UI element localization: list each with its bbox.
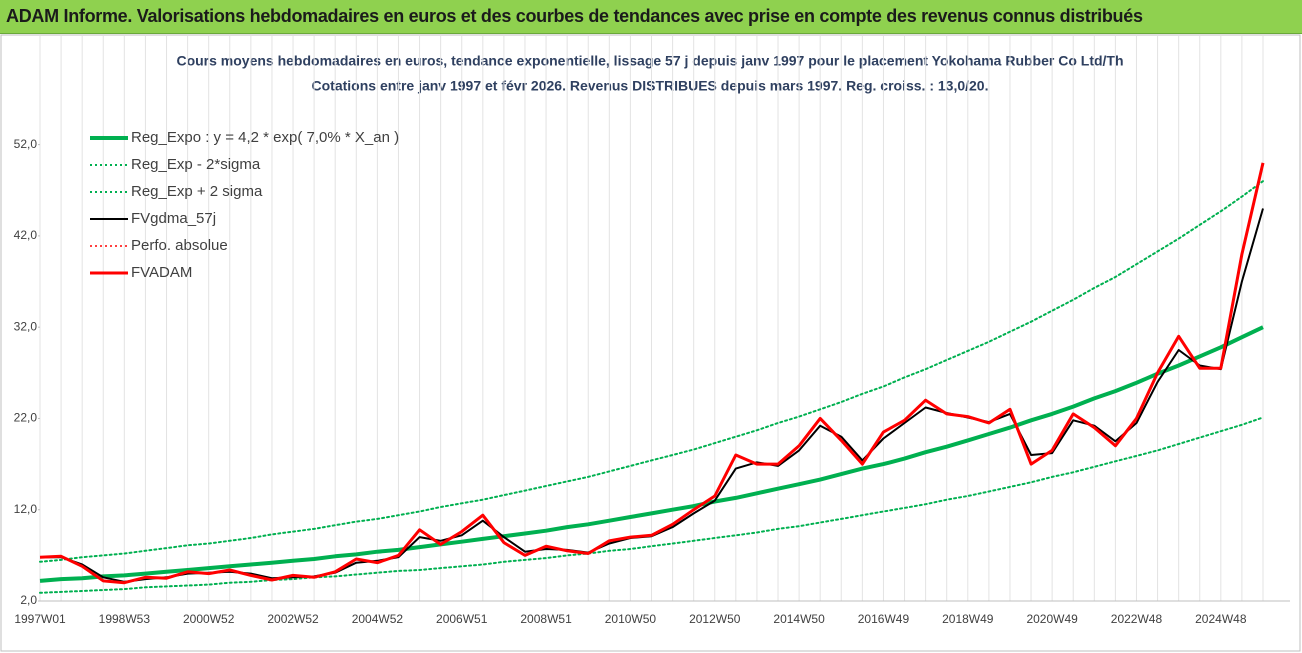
y-tick-label: 2,0 — [20, 593, 37, 607]
y-tick-label: 32,0 — [14, 319, 38, 333]
x-tick-label: 2006W51 — [436, 612, 488, 626]
legend-label: FVADAM — [131, 264, 192, 281]
x-tick-label: 2014W50 — [773, 612, 825, 626]
series-line — [39, 162, 1265, 585]
x-tick-label: 1997W01 — [14, 612, 66, 626]
legend-label: Perfo. absolue — [131, 237, 228, 254]
x-tick-label: 2004W52 — [352, 612, 404, 626]
y-tick-label: 42,0 — [14, 228, 38, 242]
y-tick-label: 22,0 — [14, 411, 38, 425]
legend-label: Reg_Exp - 2*sigma — [131, 156, 261, 173]
header-title: ADAM Informe. Valorisations hebdomadaire… — [6, 6, 1143, 26]
chart-subtitle: Cours moyens hebdomadaires en euros, ten… — [176, 53, 1123, 69]
x-tick-label: 2020W49 — [1026, 612, 1078, 626]
x-tick-label: 2018W49 — [942, 612, 994, 626]
x-tick-label: 2002W52 — [267, 612, 319, 626]
y-tick-label: 52,0 — [14, 137, 38, 151]
x-tick-label: 2022W48 — [1111, 612, 1163, 626]
chart-subtitle: Cotations entre janv 1997 et févr 2026. … — [312, 78, 989, 94]
legend-label: Reg_Exp + 2 sigma — [131, 183, 263, 200]
header: ADAM Informe. Valorisations hebdomadaire… — [0, 0, 1302, 34]
x-tick-label: 2016W49 — [858, 612, 910, 626]
x-tick-label: 2024W48 — [1195, 612, 1247, 626]
x-tick-label: 2008W51 — [520, 612, 572, 626]
x-tick-label: 2000W52 — [183, 612, 235, 626]
legend-label: FVgdma_57j — [131, 210, 216, 227]
x-tick-label: 1998W53 — [99, 612, 151, 626]
series-line — [39, 180, 1264, 563]
x-tick-label: 2010W50 — [605, 612, 657, 626]
series-line — [39, 325, 1264, 583]
x-tick-label: 2012W50 — [689, 612, 741, 626]
legend-label: Reg_Expo : y = 4,2 * exp( 7,0% * X_an ) — [131, 129, 399, 146]
y-tick-label: 12,0 — [14, 502, 38, 516]
series-line — [39, 416, 1264, 594]
chart-border — [0, 34, 1301, 652]
